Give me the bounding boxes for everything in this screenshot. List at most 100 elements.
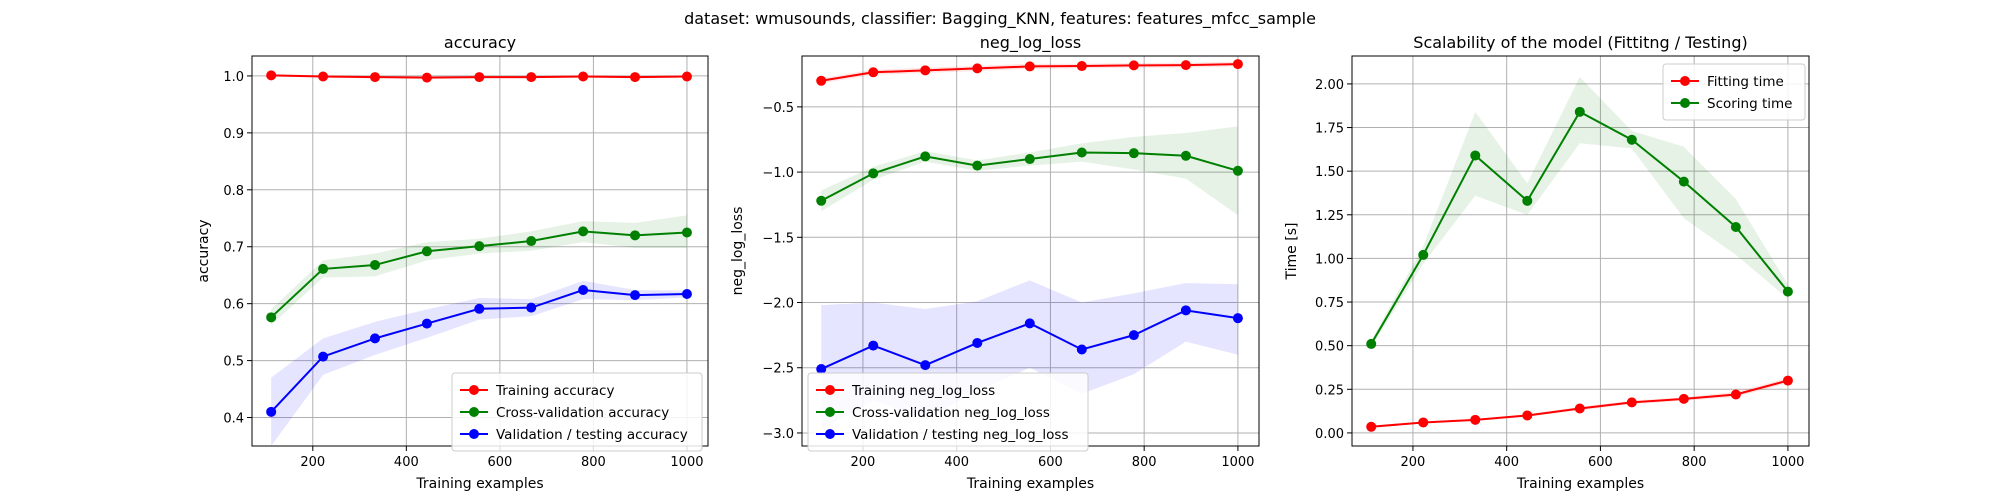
legend-marker [1680, 98, 1690, 108]
data-point [816, 195, 827, 206]
data-point [681, 71, 692, 82]
data-point [868, 168, 879, 179]
data-point [1418, 249, 1429, 260]
data-point [578, 71, 589, 82]
data-point [1522, 410, 1533, 421]
legend-label: Fitting time [1707, 74, 1784, 90]
data-point [1128, 148, 1139, 159]
data-point [474, 303, 485, 314]
data-point [1418, 417, 1429, 428]
legend-label: Cross-validation accuracy [496, 405, 669, 421]
data-point [920, 360, 931, 371]
data-point [1730, 222, 1741, 233]
x-tick-label: 600 [487, 455, 512, 470]
data-point [1232, 313, 1243, 324]
legend-marker [825, 429, 835, 439]
data-point [1470, 414, 1481, 425]
plot-title: neg_log_loss [980, 33, 1081, 53]
y-tick-label: −2.0 [762, 297, 794, 312]
data-point [1180, 60, 1191, 71]
subplots: 200 400 600 800 1000 0.4 0.5 0.6 0.7 0.8 0.9 1.0 acc… [196, 33, 1810, 492]
y-tick-label: −1.5 [762, 231, 794, 246]
legend-box [1662, 63, 1806, 121]
data-point [1470, 150, 1481, 161]
x-tick-label: 800 [1682, 455, 1707, 470]
legend-label: Validation / testing accuracy [496, 427, 688, 443]
data-point [920, 151, 931, 162]
legend-label: Cross-validation neg_log_loss [852, 405, 1050, 421]
data-point [1522, 195, 1533, 206]
data-point [1024, 318, 1035, 329]
data-point [1366, 338, 1377, 349]
data-point [370, 259, 381, 270]
subplot-3: 200 400 600 800 1000 0.00 0.25 0.50 0.75 1.00 1.25… [1284, 33, 1810, 492]
data-point [266, 312, 277, 323]
data-point [681, 288, 692, 299]
data-point [526, 72, 537, 83]
data-point [1626, 134, 1637, 145]
data-point [578, 226, 589, 237]
confidence-band [1371, 76, 1788, 348]
legend-label: Scoring time [1707, 96, 1792, 112]
data-point [868, 67, 879, 78]
y-tick-label: 0.8 [223, 184, 244, 199]
legend-box [807, 372, 1089, 452]
data-point [1076, 344, 1087, 355]
x-tick-label: 200 [1401, 455, 1426, 470]
legend: Training neg_log_loss Cross-validation ne… [807, 372, 1089, 452]
legend: Fitting time Scoring time [1662, 63, 1806, 121]
x-tick-label: 800 [581, 455, 606, 470]
data-point [681, 227, 692, 238]
data-point [1076, 147, 1087, 158]
data-point [578, 285, 589, 295]
y-axis-label: neg_log_loss [730, 207, 746, 296]
data-point [1626, 397, 1637, 408]
x-tick-label: 200 [851, 455, 876, 470]
x-axis-label: Training examples [966, 476, 1094, 492]
data-point [972, 160, 983, 171]
plot-title: Scalability of the model (Fittitng / Tes… [1413, 33, 1747, 52]
data-point [266, 406, 277, 417]
data-point [1730, 389, 1741, 400]
data-point [1782, 286, 1793, 297]
y-tick-label: 1.75 [1315, 122, 1344, 137]
data-point [370, 72, 381, 83]
data-point [474, 241, 485, 252]
data-point [1024, 61, 1035, 72]
legend: Training accuracy Cross-validation accura… [451, 372, 703, 452]
data-point [421, 318, 432, 329]
data-point [1678, 393, 1689, 404]
data-point [920, 65, 931, 76]
y-tick-label: −2.5 [762, 362, 794, 377]
y-tick-label: 1.00 [1315, 252, 1344, 267]
y-tick-label: 0.50 [1315, 340, 1344, 355]
legend-marker [469, 407, 479, 417]
confidence-band [271, 280, 687, 446]
data-point [1128, 60, 1139, 71]
y-tick-label: 0.25 [1315, 383, 1344, 398]
legend-marker [469, 429, 479, 439]
legend-box [451, 372, 703, 452]
y-tick-label: 1.50 [1315, 165, 1344, 180]
data-point [630, 290, 641, 301]
data-point [318, 71, 329, 82]
x-tick-label: 400 [944, 455, 969, 470]
x-axis-label: Training examples [1516, 476, 1644, 492]
confidence-band [271, 215, 687, 326]
y-tick-label: −1.0 [762, 166, 794, 181]
legend-marker [825, 385, 835, 395]
data-point [1574, 106, 1585, 117]
data-point [1678, 176, 1689, 187]
figure-suptitle: dataset: wmusounds, classifier: Bagging_… [684, 9, 1316, 29]
data-point [1782, 375, 1793, 386]
x-tick-label: 1000 [1771, 455, 1804, 470]
data-point [1128, 330, 1139, 341]
y-tick-label: 0.00 [1315, 427, 1344, 442]
axes-frame [1351, 55, 1810, 447]
y-tick-label: −0.5 [762, 101, 794, 116]
data-point [1366, 421, 1377, 432]
data-point [526, 302, 537, 313]
y-tick-label: 0.6 [223, 298, 244, 313]
x-tick-label: 600 [1038, 455, 1063, 470]
data-point [816, 75, 827, 86]
